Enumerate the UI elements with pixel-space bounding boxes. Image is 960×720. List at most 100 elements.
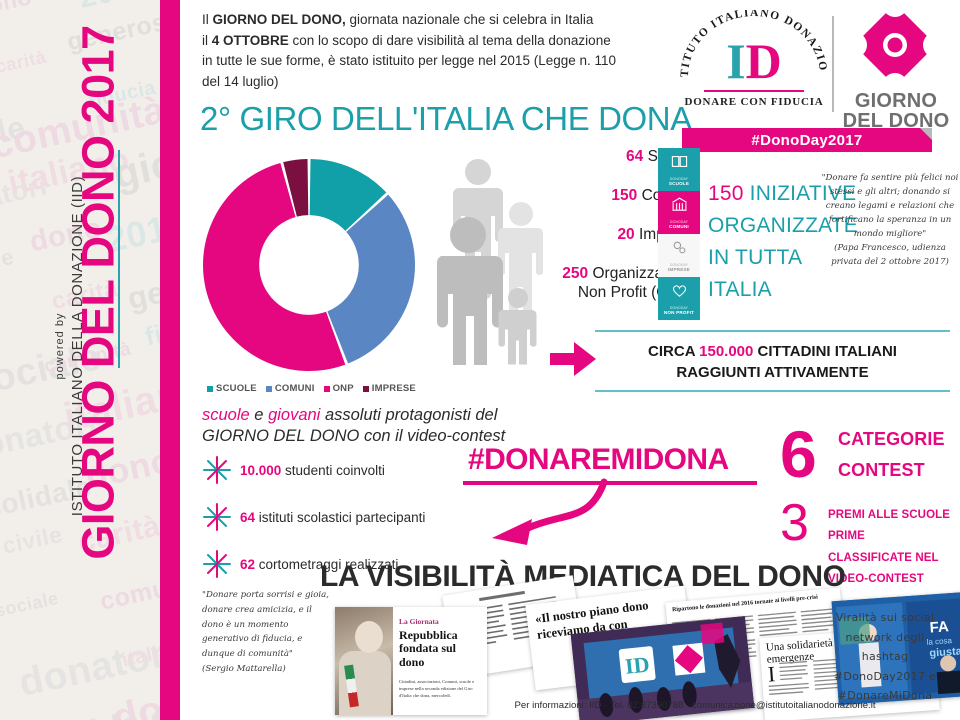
six-line1: CATEGORIE	[838, 429, 945, 449]
legend-item-comuni: COMUNI	[265, 383, 315, 394]
badge-label: NON PROFIT	[663, 310, 695, 315]
viral-note: Viralità sui social network degli hashta…	[820, 608, 950, 706]
bullet-text: 10.000 studenti coinvolti	[240, 463, 385, 478]
sidebar-powered-by: powered by	[54, 312, 66, 380]
legend-swatch	[362, 385, 369, 392]
viral-line3: hashtag	[861, 650, 909, 664]
sidebar-divider-line	[118, 150, 120, 368]
legend-item-onp: ONP	[323, 383, 354, 394]
iid-monogram: ID	[702, 36, 806, 86]
gears-icon	[671, 239, 688, 261]
six-number: 6	[780, 417, 817, 491]
texture-word: solidale	[0, 243, 17, 287]
badge-stack: DONODAY SCUOLE DONODAY COMUNI DONODAY IMPRESE…	[658, 148, 700, 320]
heart-icon	[671, 282, 688, 304]
hashtag-underline	[463, 481, 757, 485]
legend-item-imprese: IMPRESE	[362, 383, 416, 394]
svg-text:giusta: giusta	[929, 645, 960, 659]
giorno-del-dono-logo: GIORNO DEL DONO	[840, 0, 950, 132]
three-number: 3	[780, 494, 809, 552]
logo-divider	[832, 16, 834, 112]
pink-arrow-icon	[550, 342, 596, 376]
event-photo-tv: FA la cosa giusta	[831, 590, 960, 706]
donut-slice-scuole	[309, 159, 387, 231]
bullet-list: 10.000 studenti coinvolti 64 istituti sco…	[202, 455, 522, 596]
bullet-row: 62 cortometraggi realizzati	[202, 549, 522, 579]
sidebar-credit-block: powered by ISTITUTO ITALIANO DELLA DONAZ…	[54, 136, 86, 556]
donut-chart-svg	[203, 159, 415, 371]
bullet-number: 62	[240, 556, 256, 572]
badge-label: IMPRESE	[667, 267, 691, 272]
tv-photo-svg: FA la cosa giusta	[831, 590, 960, 706]
bullet-row: 10.000 studenti coinvolti	[202, 455, 522, 485]
giovani-word: giovani	[268, 406, 321, 424]
footer-contact: Per informazioni: IID - Tel. 02.87390788…	[514, 700, 876, 711]
content-area: Il GIORNO DEL DONO, giornata nazionale c…	[180, 0, 960, 720]
bullet-text: 62 cortometraggi realizzati	[240, 557, 398, 572]
texture-word: dono	[0, 0, 34, 21]
bullet-label: cortometraggi realizzati	[255, 556, 399, 572]
intro-line3: in tutte le sue forme, è stato istituito…	[202, 53, 617, 69]
people-silhouettes-icon	[436, 159, 543, 365]
asterisk-star-icon	[202, 502, 232, 532]
stat-number: 250	[562, 264, 589, 282]
three-labels: PREMI ALLE SCUOLE PRIME CLASSIFICATE NEL…	[828, 505, 960, 590]
badge-scuole: DONODAY SCUOLE	[658, 148, 700, 191]
sidebar-panel: solidaledono2017civilecaritàgenerositàso…	[0, 0, 160, 720]
circa-text: CIRCA 150.000 CITTADINI ITALIANI RAGGIUN…	[595, 342, 950, 383]
asterisk-star-icon	[202, 549, 232, 579]
legend-swatch	[207, 385, 214, 392]
texture-word: carità	[0, 46, 49, 77]
badge-small-text: DONODAY	[669, 306, 689, 310]
circa-post: CITTADINI ITALIANI	[753, 343, 897, 360]
dropcap-i: I	[767, 661, 776, 686]
diamond-flower-icon	[840, 0, 950, 100]
hashtag-banner: #DonoDay2017	[682, 128, 932, 152]
logo-block: ISTITUTO ITALIANO DONAZIONE ID DONARE CO…	[680, 0, 950, 152]
badge-small-text: DONODAY	[669, 177, 689, 181]
intro-paragraph: Il GIORNO DEL DONO, giornata nazionale c…	[202, 10, 677, 92]
circa-pre: CIRCA	[648, 343, 700, 360]
sidebar-organization: ISTITUTO ITALIANO DELLA DONAZIONE (IID)	[69, 175, 86, 517]
svg-text:la cosa: la cosa	[926, 636, 952, 647]
badge-comuni: DONODAY COMUNI	[658, 191, 700, 234]
three-line1: PREMI ALLE SCUOLE PRIME	[828, 509, 951, 543]
iniziative-block: 150 INIZIATIVE ORGANIZZATE IN TUTTA ITAL…	[708, 178, 868, 306]
six-labels: CATEGORIE CONTEST	[838, 424, 960, 486]
gdd-wordmark: GIORNO DEL DONO	[842, 91, 950, 132]
building-icon	[671, 196, 688, 218]
donut-slice-imprese	[283, 159, 309, 217]
svg-text:FA: FA	[929, 618, 949, 636]
bullet-text: 64 istituti scolastici partecipanti	[240, 510, 425, 525]
bullet-row: 64 istituti scolastici partecipanti	[202, 502, 522, 532]
badge-non-profit: DONODAY NON PROFIT	[658, 277, 700, 320]
donut-slice-onp	[203, 162, 346, 371]
texture-word: sociale	[0, 587, 61, 621]
book-icon	[671, 153, 688, 175]
papa-quote-text: "Donare fa sentire più felici noi stessi…	[821, 173, 959, 239]
legend-label: COMUNI	[274, 383, 315, 394]
legend-label: IMPRESE	[371, 383, 416, 394]
badge-small-text: DONODAY	[669, 220, 689, 224]
photo-head	[355, 621, 383, 653]
intro-line1-bold: GIORNO DEL DONO,	[212, 12, 346, 27]
iniziative-number: 150	[708, 182, 744, 205]
asterisk-star-icon	[202, 455, 232, 485]
citizens-reached-box: CIRCA 150.000 CITTADINI ITALIANI RAGGIUN…	[595, 330, 950, 392]
legend-label: SCUOLE	[216, 383, 257, 394]
intro-line1-pre: Il	[202, 12, 213, 27]
iid-arc-text: ISTITUTO ITALIANO DONAZIONE	[680, 10, 828, 77]
banner-fold-corner	[920, 128, 932, 140]
iniziative-word: INIZIATIVE	[743, 182, 857, 205]
viral-line1: Viralità sui social	[835, 611, 935, 624]
circa-top-rule	[595, 330, 950, 332]
papa-quote-attribution: (Papa Francesco, udienza privata del 2 o…	[831, 242, 949, 267]
press-clipping-repubblica: La Giornata Repubblica fondata sul dono …	[335, 607, 487, 715]
legend-item-scuole: SCUOLE	[207, 383, 257, 394]
iniziative-line2: ORGANIZZATE	[708, 213, 858, 237]
legend-swatch	[265, 385, 272, 392]
bullet-label: istituti scolastici partecipanti	[255, 509, 426, 525]
mattarella-quote: "Donare porta sorrisi e gioia, donare cr…	[202, 588, 330, 677]
donut-chart	[194, 150, 424, 380]
